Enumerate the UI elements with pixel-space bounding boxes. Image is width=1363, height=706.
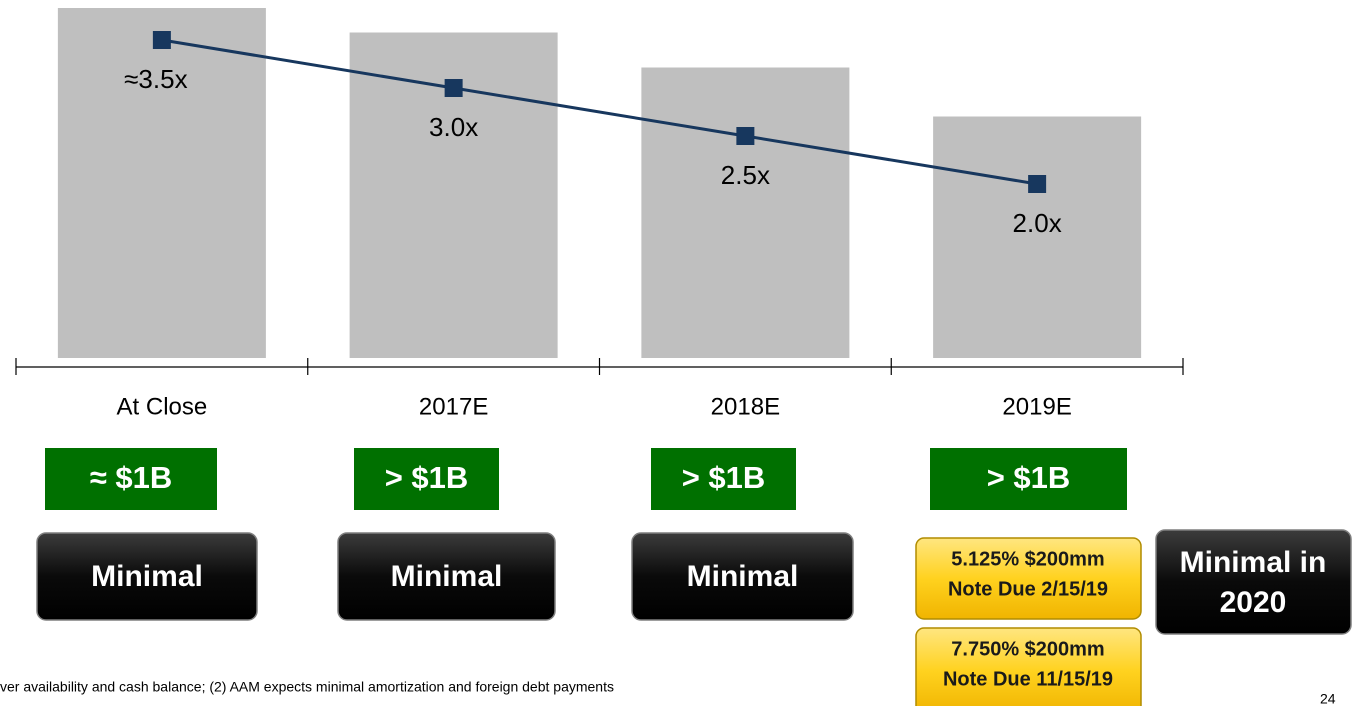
data-label: 2.5x bbox=[721, 160, 770, 190]
liquidity-label: > $1B bbox=[987, 460, 1071, 495]
note-label: 7.750% $200mm bbox=[951, 638, 1104, 660]
maturity-box bbox=[1155, 529, 1352, 635]
line-marker bbox=[1028, 175, 1047, 193]
maturity-label: Minimal in bbox=[1180, 546, 1327, 579]
maturity-label: Minimal bbox=[91, 560, 203, 593]
maturity-label: Minimal bbox=[391, 560, 503, 593]
maturity-label: 2020 bbox=[1220, 586, 1287, 619]
x-tick-label: At Close bbox=[117, 393, 208, 420]
liquidity-label: > $1B bbox=[682, 460, 766, 495]
data-label: 2.0x bbox=[1013, 208, 1062, 238]
liquidity-label: ≈ $1B bbox=[90, 460, 173, 495]
maturity-box bbox=[36, 532, 258, 621]
bar bbox=[57, 8, 266, 358]
bar bbox=[641, 67, 850, 358]
liquidity-box bbox=[930, 448, 1127, 510]
maturity-label: Minimal bbox=[687, 560, 799, 593]
note-label: Note Due 2/15/19 bbox=[948, 578, 1108, 600]
x-tick-label: 2018E bbox=[711, 393, 780, 420]
maturity-box bbox=[337, 532, 556, 621]
note-box bbox=[915, 537, 1142, 620]
liquidity-box bbox=[45, 448, 217, 510]
note-label: Note Due 11/15/19 bbox=[943, 668, 1113, 690]
line-marker bbox=[444, 79, 463, 97]
line bbox=[161, 38, 1038, 186]
line-marker bbox=[736, 127, 755, 145]
data-label: ≈3.5x bbox=[124, 64, 187, 94]
note-box bbox=[915, 627, 1142, 706]
data-label: 3.0x bbox=[429, 112, 478, 142]
x-tick-label: 2017E bbox=[419, 393, 488, 420]
liquidity-box bbox=[651, 448, 796, 510]
bar bbox=[933, 116, 1142, 358]
liquidity-box bbox=[354, 448, 499, 510]
line-marker bbox=[152, 31, 171, 49]
x-tick-label: 2019E bbox=[1002, 393, 1071, 420]
maturity-box bbox=[631, 532, 854, 621]
liquidity-label: > $1B bbox=[385, 460, 469, 495]
page-number: 24 bbox=[1320, 691, 1336, 706]
footnote: ver availability and cash balance; (2) A… bbox=[0, 679, 614, 695]
note-label: 5.125% $200mm bbox=[951, 548, 1104, 570]
